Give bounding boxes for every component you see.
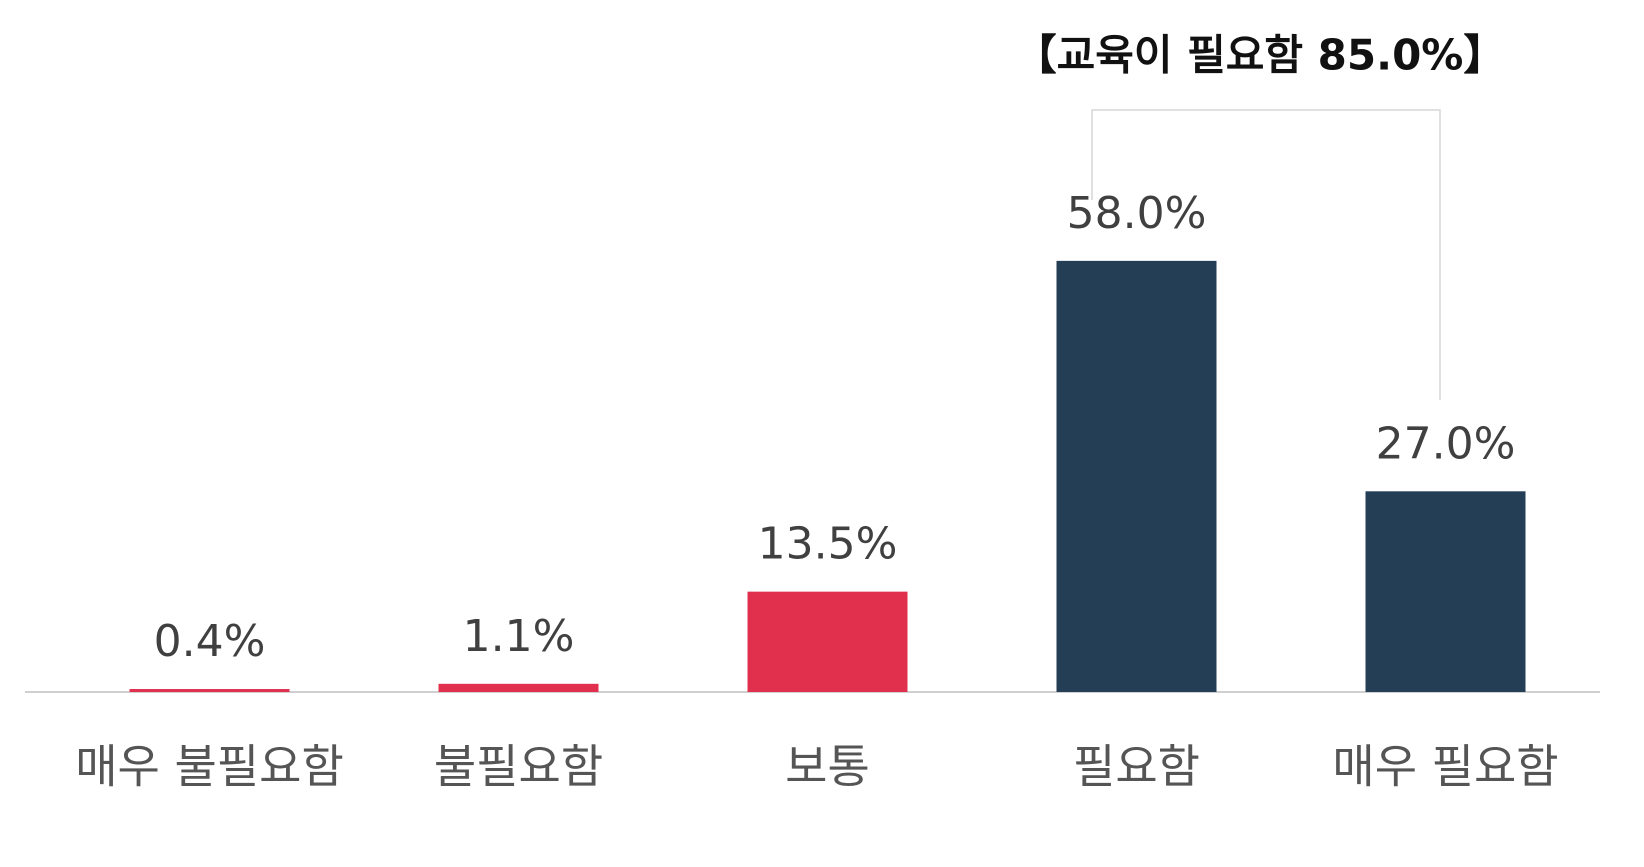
value-label: 27.0% — [1376, 418, 1516, 469]
bar — [1365, 491, 1526, 692]
x-tick-label: 보통 — [785, 740, 870, 794]
bar — [1056, 260, 1217, 692]
value-label: 0.4% — [154, 616, 266, 667]
x-tick-label: 매우 필요함 — [1332, 740, 1558, 794]
x-tick-label: 불필요함 — [434, 740, 603, 794]
x-tick-label: 필요함 — [1073, 740, 1200, 794]
x-tick-label: 매우 불필요함 — [75, 740, 344, 794]
bracket — [1091, 109, 1441, 400]
annotation: 【교육이 필요함 85.0%】 — [1015, 31, 1506, 80]
bar — [438, 683, 599, 692]
value-label: 1.1% — [463, 611, 575, 662]
value-label: 58.0% — [1067, 188, 1207, 239]
bar — [129, 689, 290, 692]
bar — [747, 591, 908, 692]
value-label: 13.5% — [758, 519, 898, 570]
